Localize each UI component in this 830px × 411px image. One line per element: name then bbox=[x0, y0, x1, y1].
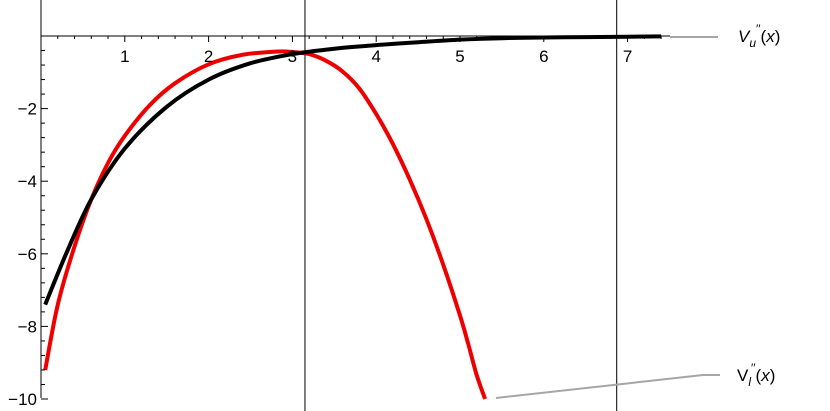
vertical-lines bbox=[304, 0, 618, 411]
y-tick-label: −10 bbox=[8, 390, 37, 409]
axes bbox=[40, 0, 670, 398]
legend-leader-vl bbox=[495, 374, 720, 399]
x-tick-label: 2 bbox=[204, 47, 213, 66]
series-layer bbox=[43, 34, 662, 400]
series-line-vl bbox=[43, 49, 487, 400]
y-tick-label: −4 bbox=[18, 172, 37, 191]
x-ticks: 1 2 3 4 5 6 7 bbox=[57, 36, 662, 66]
x-tick-label: 1 bbox=[120, 47, 129, 66]
x-tick-label: 4 bbox=[371, 47, 380, 66]
y-tick-label: −2 bbox=[18, 100, 37, 119]
x-tick-label: 3 bbox=[288, 47, 297, 66]
legend: Vu′′(x) Vl′′(x) bbox=[495, 22, 780, 399]
x-tick-label: 7 bbox=[623, 47, 632, 66]
series-line-vu bbox=[43, 34, 662, 306]
x-tick-label: 5 bbox=[455, 47, 464, 66]
legend-label-vu: Vu′′(x) bbox=[738, 22, 780, 50]
legend-label-vl: Vl′′(x) bbox=[737, 361, 775, 389]
x-tick-label: 6 bbox=[539, 47, 548, 66]
y-ticks: −2 −4 −6 −8 −10 bbox=[8, 50, 48, 409]
y-tick-label: −6 bbox=[18, 245, 37, 264]
y-tick-label: −8 bbox=[18, 317, 37, 336]
